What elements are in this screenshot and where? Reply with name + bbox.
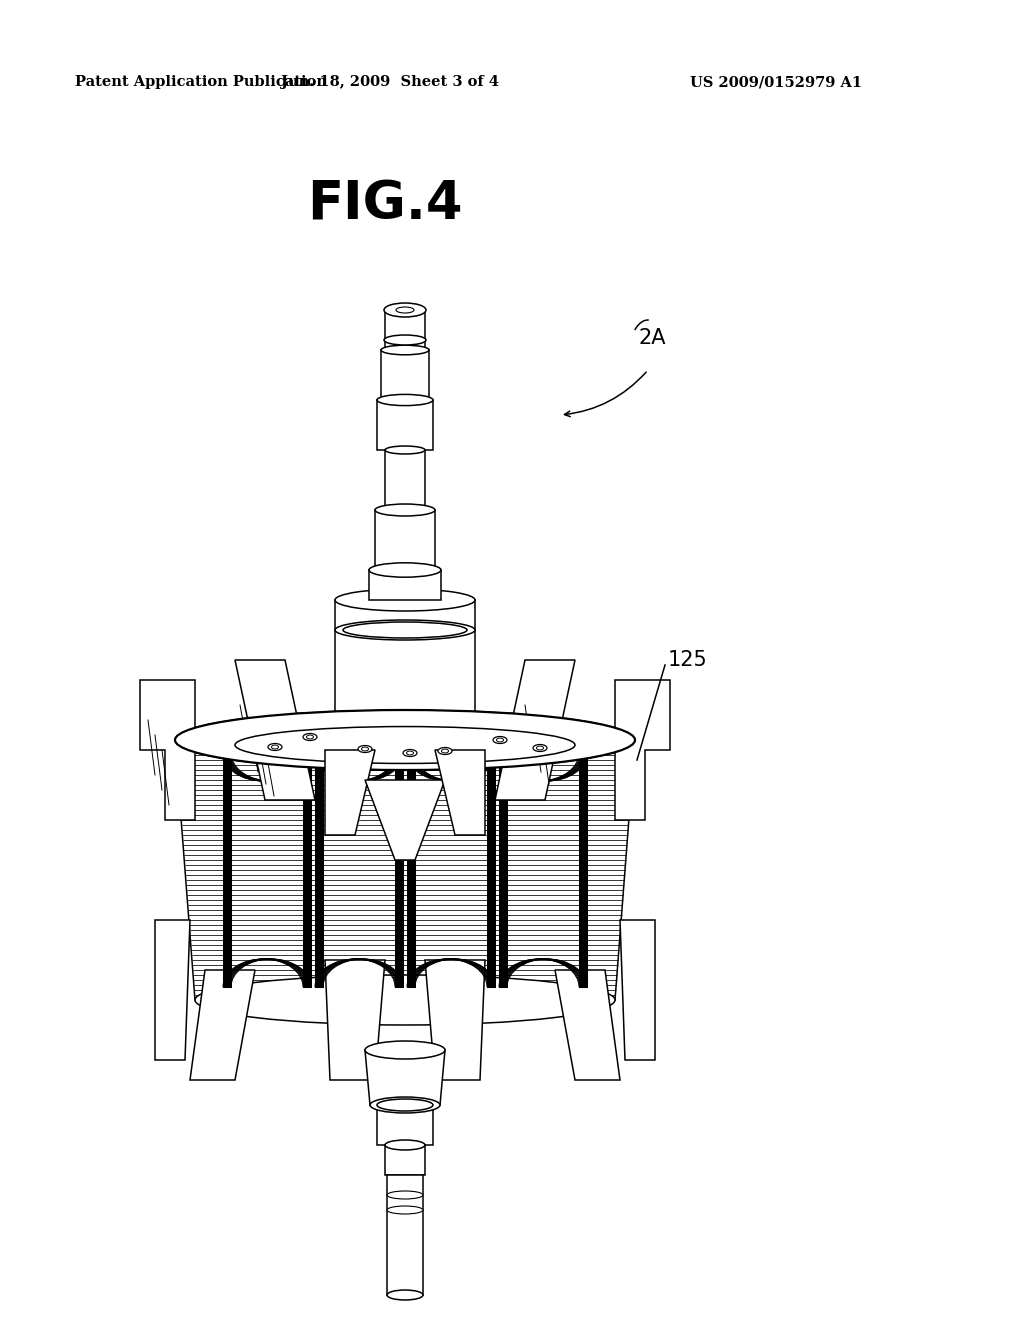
- Polygon shape: [495, 660, 575, 800]
- Ellipse shape: [377, 395, 433, 405]
- Polygon shape: [190, 970, 255, 1080]
- Ellipse shape: [335, 620, 475, 640]
- Polygon shape: [555, 970, 620, 1080]
- Ellipse shape: [205, 722, 605, 767]
- Ellipse shape: [534, 744, 547, 751]
- Polygon shape: [377, 400, 433, 450]
- Ellipse shape: [381, 346, 429, 355]
- Ellipse shape: [234, 726, 575, 763]
- Ellipse shape: [403, 750, 417, 756]
- Polygon shape: [615, 680, 670, 820]
- Ellipse shape: [497, 738, 504, 742]
- Polygon shape: [325, 750, 375, 836]
- Ellipse shape: [303, 734, 317, 741]
- Ellipse shape: [493, 737, 507, 743]
- Polygon shape: [315, 730, 495, 750]
- Ellipse shape: [370, 1097, 440, 1113]
- Text: FIG.4: FIG.4: [307, 180, 463, 231]
- Text: Jun. 18, 2009  Sheet 3 of 4: Jun. 18, 2009 Sheet 3 of 4: [281, 75, 499, 88]
- Text: Patent Application Publication: Patent Application Publication: [75, 75, 327, 88]
- Ellipse shape: [384, 304, 426, 317]
- Ellipse shape: [537, 746, 544, 750]
- Ellipse shape: [369, 562, 441, 577]
- Ellipse shape: [377, 1100, 433, 1111]
- Ellipse shape: [195, 975, 615, 1026]
- Polygon shape: [369, 570, 441, 601]
- Text: 2A: 2A: [638, 327, 666, 348]
- Ellipse shape: [385, 1140, 425, 1150]
- Ellipse shape: [335, 589, 475, 611]
- Polygon shape: [425, 960, 485, 1080]
- Ellipse shape: [175, 710, 635, 770]
- Ellipse shape: [387, 1290, 423, 1300]
- Polygon shape: [365, 1049, 445, 1105]
- Polygon shape: [387, 1175, 423, 1295]
- Text: 125: 125: [668, 649, 708, 671]
- Ellipse shape: [438, 747, 452, 755]
- Polygon shape: [155, 920, 190, 1060]
- Ellipse shape: [271, 744, 279, 748]
- Ellipse shape: [175, 710, 635, 770]
- Ellipse shape: [441, 748, 449, 752]
- Polygon shape: [325, 960, 385, 1080]
- Polygon shape: [175, 741, 635, 1001]
- Polygon shape: [335, 601, 475, 744]
- Ellipse shape: [375, 504, 435, 516]
- Ellipse shape: [268, 743, 282, 751]
- Ellipse shape: [387, 1191, 423, 1199]
- Ellipse shape: [396, 308, 414, 313]
- Polygon shape: [365, 780, 445, 861]
- Ellipse shape: [315, 738, 495, 762]
- Ellipse shape: [358, 746, 372, 752]
- Ellipse shape: [343, 622, 467, 638]
- Polygon shape: [140, 680, 195, 820]
- Ellipse shape: [407, 751, 414, 755]
- Polygon shape: [385, 450, 425, 510]
- Polygon shape: [385, 1144, 425, 1175]
- Polygon shape: [375, 510, 435, 570]
- Ellipse shape: [385, 306, 425, 314]
- Polygon shape: [381, 350, 429, 400]
- Ellipse shape: [361, 747, 369, 751]
- Polygon shape: [435, 750, 485, 836]
- Ellipse shape: [384, 335, 426, 345]
- Ellipse shape: [365, 1041, 445, 1059]
- Polygon shape: [234, 660, 315, 800]
- Ellipse shape: [315, 715, 495, 744]
- Polygon shape: [620, 920, 655, 1060]
- Polygon shape: [377, 1105, 433, 1144]
- Text: US 2009/0152979 A1: US 2009/0152979 A1: [690, 75, 862, 88]
- Ellipse shape: [387, 1206, 423, 1214]
- Polygon shape: [385, 310, 425, 350]
- Ellipse shape: [385, 446, 425, 454]
- Ellipse shape: [306, 735, 313, 739]
